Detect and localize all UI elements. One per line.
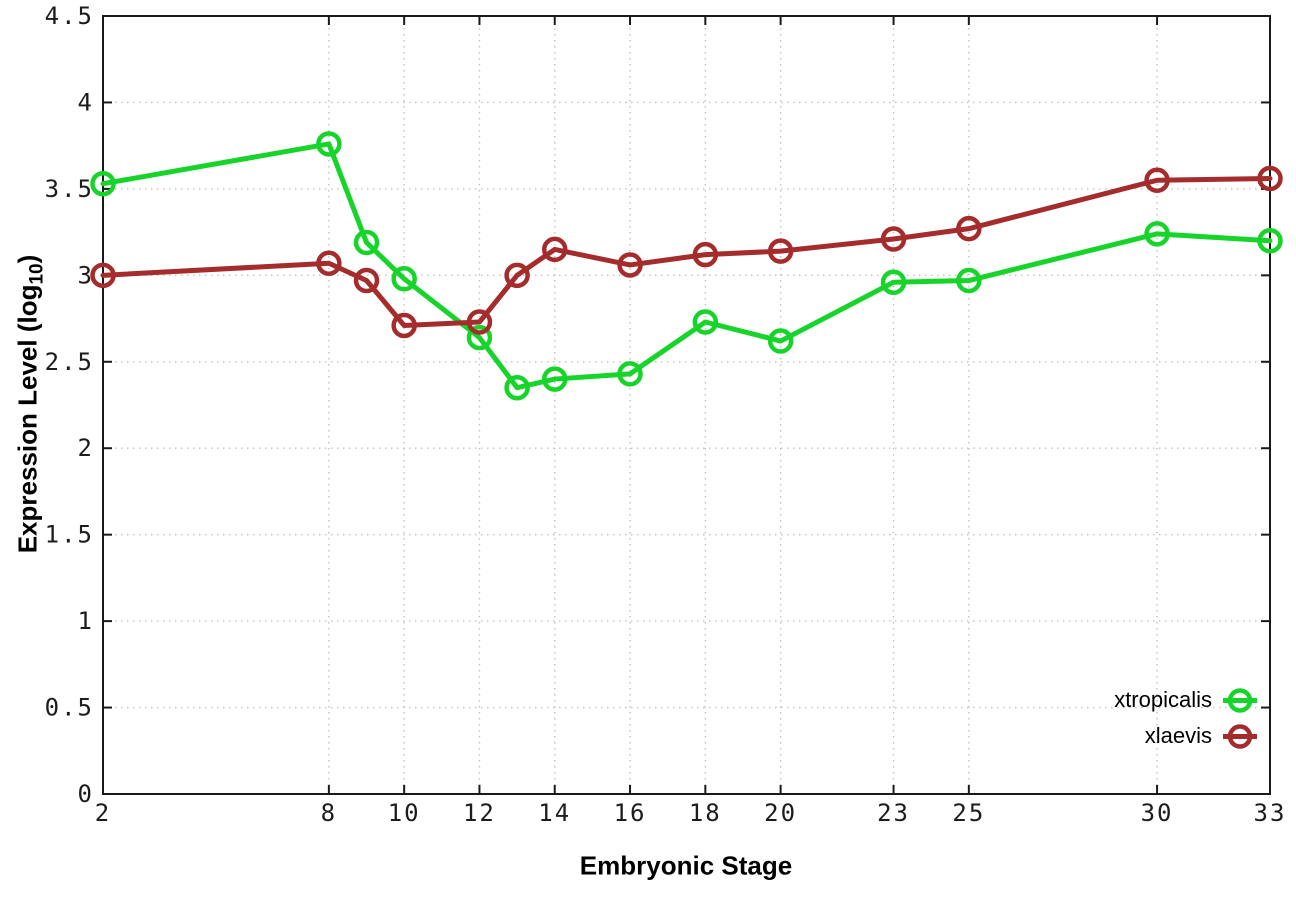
marker-xlaevis-stage-33 <box>1257 165 1283 192</box>
x-tick-label-2: 2 <box>95 799 111 827</box>
x-tick-label-33: 33 <box>1254 799 1287 827</box>
series-line-xlaevis <box>100 176 1273 328</box>
legend-label-xtropicalis: xtropicalis <box>1114 687 1212 712</box>
y-tick-label-1: 1 <box>78 607 94 635</box>
x-tick-label-14: 14 <box>538 799 571 827</box>
marker-xtropicalis-stage-20 <box>767 328 794 354</box>
marker-xtropicalis-stage-23 <box>880 269 907 295</box>
y-tick-label-0: 0 <box>78 780 94 808</box>
y-tick-label-3: 3 <box>78 261 94 289</box>
marker-xtropicalis-stage-10 <box>391 266 417 292</box>
marker-xlaevis-stage-16 <box>617 252 643 278</box>
x-tick-label-12: 12 <box>463 799 496 827</box>
marker-xlaevis-stage-2 <box>90 262 116 289</box>
marker-xtropicalis-stage-25 <box>956 267 982 294</box>
y-axis-title-text: Expression Level (log <box>12 284 43 554</box>
gridlines <box>103 16 1270 794</box>
y-axis-title-close: ) <box>12 254 43 264</box>
x-axis-title: Embryonic Stage <box>579 850 793 881</box>
marker-xtropicalis-stage-2 <box>90 170 116 197</box>
y-tick-label-2.5: 2.5 <box>45 348 94 376</box>
marker-xlaevis-stage-8 <box>316 250 342 276</box>
marker-xtropicalis-stage-12 <box>466 324 493 351</box>
marker-xtropicalis-stage-33 <box>1257 228 1283 254</box>
marker-xtropicalis-stage-8 <box>316 131 342 157</box>
marker-xlaevis-stage-9 <box>353 267 380 294</box>
tick-labels: 2 8 10 12 14 16 18 20 23 25 30 33 0 0.5 1 1.5 2 2.5 3 3.5 4 4… <box>45 2 1287 827</box>
legend: xtropicalis xlaevis <box>1114 682 1258 754</box>
y-tick-label-0.5: 0.5 <box>45 694 94 722</box>
x-tick-label-18: 18 <box>689 799 722 827</box>
x-tick-label-10: 10 <box>388 799 421 827</box>
marker-xlaevis-stage-30 <box>1144 167 1170 193</box>
marker-xtropicalis-stage-14 <box>541 366 568 392</box>
y-tick-label-3.5: 3.5 <box>45 175 94 203</box>
marker-xlaevis-stage-13 <box>504 262 530 289</box>
marker-xlaevis-stage-12 <box>466 309 493 335</box>
y-tick-label-2: 2 <box>78 434 94 462</box>
plot-border <box>102 15 1271 795</box>
y-tick-label-4.5: 4.5 <box>45 2 94 30</box>
legend-item-xlaevis: xlaevis <box>1145 718 1258 754</box>
marker-xlaevis-stage-14 <box>541 236 568 263</box>
x-tick-label-30: 30 <box>1141 799 1174 827</box>
series-markers-xtropicalis <box>90 131 1283 401</box>
x-tick-label-8: 8 <box>321 799 337 827</box>
marker-xlaevis-stage-25 <box>956 215 982 242</box>
y-axis-title: Expression Level (log10) <box>12 254 48 554</box>
legend-item-xtropicalis: xtropicalis <box>1114 682 1258 718</box>
x-tick-label-25: 25 <box>952 799 985 827</box>
x-tick-label-16: 16 <box>614 799 647 827</box>
y-tick-label-1.5: 1.5 <box>45 521 94 549</box>
marker-xtropicalis-stage-9 <box>353 229 380 256</box>
legend-marker-xtropicalis <box>1223 687 1257 713</box>
series-markers-xlaevis <box>90 165 1283 339</box>
y-axis-title-subscript: 10 <box>26 263 48 285</box>
marker-xlaevis-stage-10 <box>391 312 417 339</box>
marker-xtropicalis-stage-13 <box>504 374 530 401</box>
x-tick-label-20: 20 <box>764 799 797 827</box>
y-tick-label-4: 4 <box>78 88 94 116</box>
marker-xtropicalis-stage-18 <box>692 309 719 335</box>
marker-xlaevis-stage-23 <box>880 226 907 252</box>
marker-xtropicalis-stage-16 <box>617 361 643 387</box>
x-tick-label-23: 23 <box>877 799 910 827</box>
marker-xtropicalis-stage-30 <box>1144 221 1170 247</box>
marker-xlaevis-stage-18 <box>692 241 719 268</box>
legend-label-xlaevis: xlaevis <box>1144 723 1212 748</box>
marker-xlaevis-stage-20 <box>767 238 794 264</box>
axis-ticks <box>102 15 1271 795</box>
legend-marker-xlaevis <box>1223 723 1257 749</box>
